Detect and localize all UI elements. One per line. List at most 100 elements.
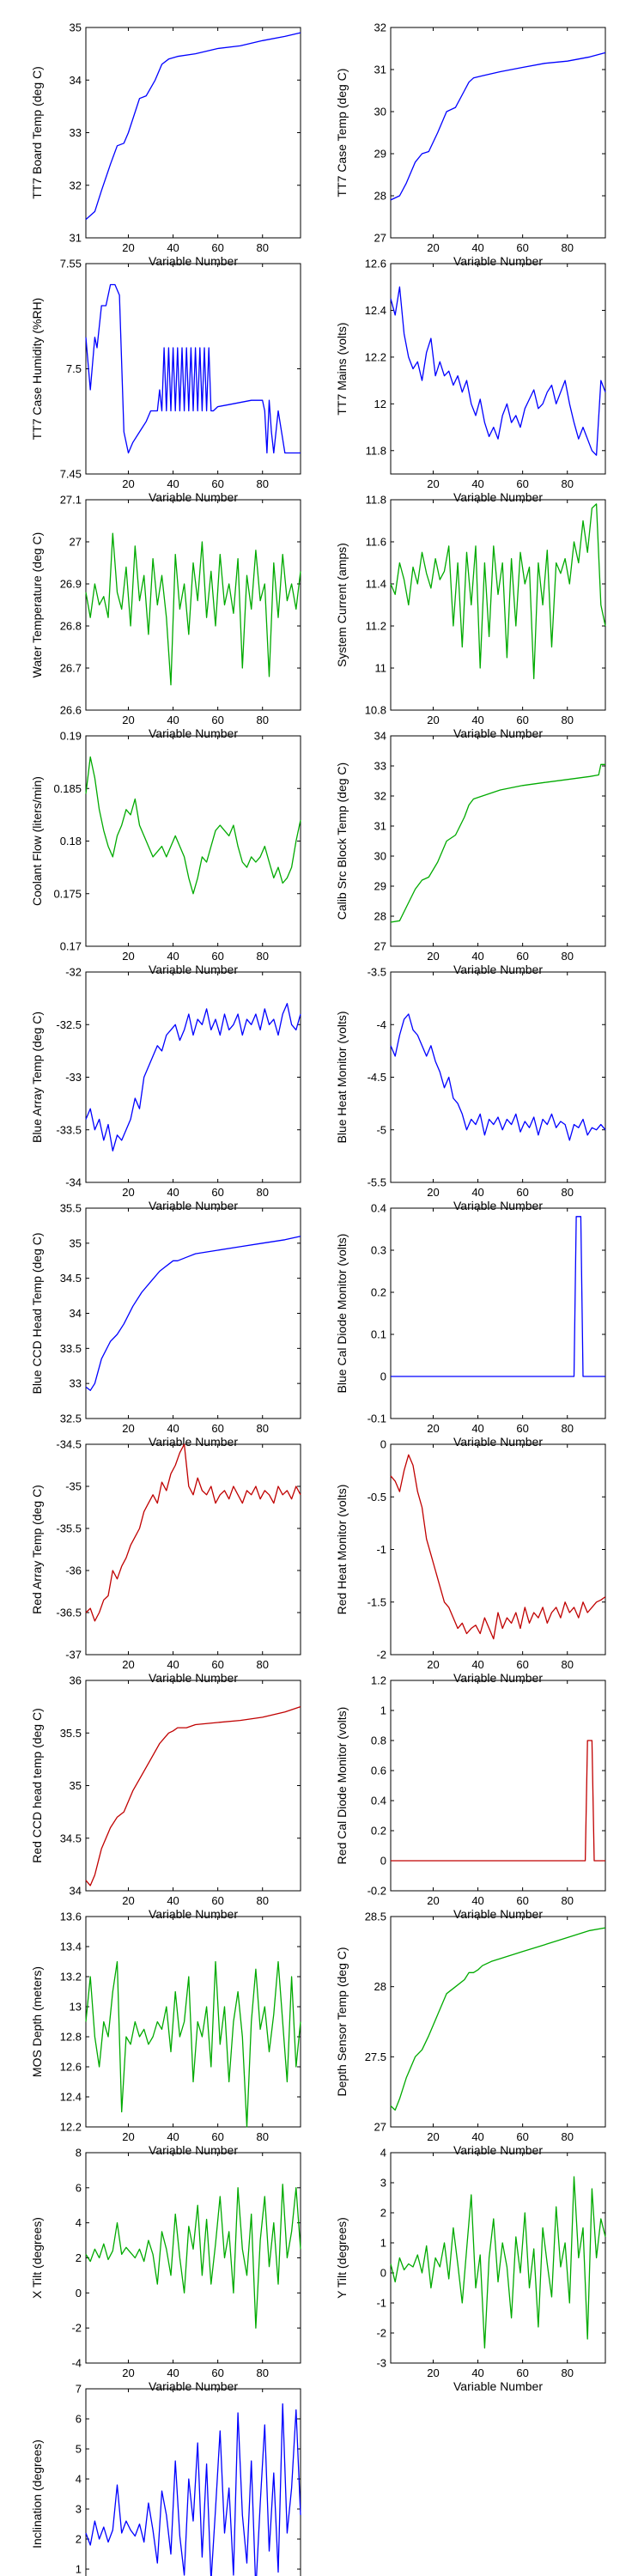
y-tick-label: -2 <box>376 1649 386 1662</box>
y-tick-label: 34.5 <box>60 1272 82 1285</box>
y-axis-label: Red Cal Diode Monitor (volts) <box>335 1707 349 1865</box>
y-axis-label: TT7 Mains (volts) <box>335 322 349 415</box>
series-line <box>85 532 301 686</box>
y-tick-label: 4 <box>76 2216 82 2229</box>
y-tick-label: 35 <box>70 1236 82 1249</box>
y-tick-label: 35.5 <box>60 1727 82 1740</box>
x-tick-label: 60 <box>516 1894 528 1907</box>
x-axis-label: Variable Number <box>453 490 543 504</box>
y-tick-label: -2 <box>71 2322 82 2335</box>
series-line <box>85 1003 301 1151</box>
x-tick-label: 40 <box>167 714 179 726</box>
chart-panel: 20 40 60 80 32.5 33 33.5 34 34.5 35 35.5 Variable N… <box>30 1202 301 1449</box>
plot-frame <box>390 263 606 475</box>
plot-frame <box>390 27 606 239</box>
x-tick-label: 40 <box>471 1658 483 1671</box>
x-tick-label: 40 <box>471 1186 483 1199</box>
x-axis-label: Variable Number <box>453 1435 543 1449</box>
series-line <box>390 503 606 679</box>
y-tick-label: -34 <box>65 1176 82 1189</box>
x-tick-label: 80 <box>256 2130 268 2143</box>
series-line <box>391 1740 605 1862</box>
y-tick-label: 1 <box>380 2237 386 2250</box>
y-tick-label: 34 <box>70 74 82 87</box>
chart-panel: 20 40 60 80 27 28 29 30 31 32 Variable Number TT7 C… <box>335 21 606 268</box>
x-tick-label: 80 <box>256 1658 268 1671</box>
y-tick-label: 10.8 <box>365 704 386 717</box>
y-tick-label: 26.7 <box>60 662 82 675</box>
y-tick-label: 27 <box>70 536 82 549</box>
x-tick-label: 20 <box>427 241 439 254</box>
y-tick-label: 36 <box>70 1674 82 1687</box>
y-tick-label: 11 <box>375 662 387 675</box>
y-tick-label: 33 <box>70 126 82 139</box>
series-line <box>390 52 606 201</box>
plot-frame <box>390 1443 606 1656</box>
y-tick-label: 34 <box>374 730 386 743</box>
series-line <box>85 1960 301 2128</box>
x-tick-label: 60 <box>211 950 223 963</box>
x-tick-label: 40 <box>167 950 179 963</box>
x-tick-label: 80 <box>256 1422 268 1435</box>
y-tick-label: 7.55 <box>60 258 82 270</box>
x-tick-label: 60 <box>516 1422 528 1435</box>
x-tick-label: 80 <box>561 1894 573 1907</box>
y-tick-label: 29 <box>374 148 386 161</box>
y-tick-label: -0.5 <box>368 1491 386 1504</box>
x-tick-label: 40 <box>471 477 483 490</box>
y-tick-label: 28 <box>374 910 386 923</box>
x-tick-label: 20 <box>122 1422 134 1435</box>
plot-frame <box>85 27 301 239</box>
x-tick-label: 20 <box>122 241 134 254</box>
x-tick-label: 20 <box>427 1658 439 1671</box>
x-tick-label: 40 <box>471 714 483 726</box>
y-axis-label: Depth Sensor Temp (deg C) <box>335 1947 349 2096</box>
y-tick-label: 0 <box>380 1438 386 1451</box>
y-tick-label: -36 <box>65 1564 82 1577</box>
y-tick-label: 0.2 <box>371 1825 386 1838</box>
y-tick-label: 32 <box>374 790 386 803</box>
plot-frame <box>390 1207 606 1419</box>
x-tick-label: 40 <box>167 1186 179 1199</box>
series-line <box>390 286 606 456</box>
y-axis-label: Blue CCD Head Temp (deg C) <box>30 1232 44 1394</box>
y-tick-label: 0.3 <box>371 1244 386 1257</box>
chart-panel: 20 40 60 80 10.8 11 11.2 11.4 11.6 11.8 Variable N… <box>335 494 606 740</box>
y-tick-label: 27.1 <box>60 494 82 507</box>
x-tick-label: 60 <box>516 2130 528 2143</box>
x-axis-label: Variable Number <box>453 963 543 976</box>
y-tick-label: 27 <box>374 940 386 953</box>
y-tick-label: 35 <box>70 21 82 34</box>
x-tick-label: 20 <box>122 714 134 726</box>
y-tick-label: 32.5 <box>60 1413 82 1425</box>
x-tick-label: 60 <box>516 2366 528 2379</box>
y-tick-label: 0 <box>76 2287 82 2300</box>
y-tick-label: 7.5 <box>66 362 82 375</box>
y-tick-label: 0 <box>380 2267 386 2280</box>
x-tick-label: 40 <box>167 2130 179 2143</box>
x-tick-label: 20 <box>427 2366 439 2379</box>
x-tick-label: 40 <box>471 241 483 254</box>
y-tick-label: 0.19 <box>60 730 82 743</box>
chart-panel: 20 40 60 80 31 32 33 34 35 Variable Number TT7 Boa… <box>30 21 301 268</box>
y-tick-label: 4 <box>380 2147 386 2160</box>
y-tick-label: 26.9 <box>60 578 82 591</box>
x-tick-label: 80 <box>256 2366 268 2379</box>
x-axis-label: Variable Number <box>149 1907 238 1921</box>
x-tick-label: 40 <box>471 2130 483 2143</box>
y-tick-label: -33 <box>65 1071 82 1084</box>
y-tick-label: 0.8 <box>371 1735 386 1747</box>
x-axis-label: Variable Number <box>149 1199 238 1212</box>
x-axis-label: Variable Number <box>149 726 238 740</box>
y-tick-label: -0.2 <box>368 1885 386 1898</box>
x-tick-label: 80 <box>256 714 268 726</box>
y-tick-label: 5 <box>76 2443 82 2456</box>
plot-frame <box>85 735 301 947</box>
plot-frame <box>390 1680 606 1892</box>
plot-frame <box>85 1916 301 2128</box>
plot-frame <box>390 735 606 947</box>
y-tick-label: 29 <box>374 880 386 893</box>
series-line <box>390 1013 606 1141</box>
chart-panel: 20 40 60 80 7.45 7.5 7.55 Variable Number TT7 Ca… <box>30 258 301 504</box>
y-tick-label: -33.5 <box>56 1123 82 1136</box>
